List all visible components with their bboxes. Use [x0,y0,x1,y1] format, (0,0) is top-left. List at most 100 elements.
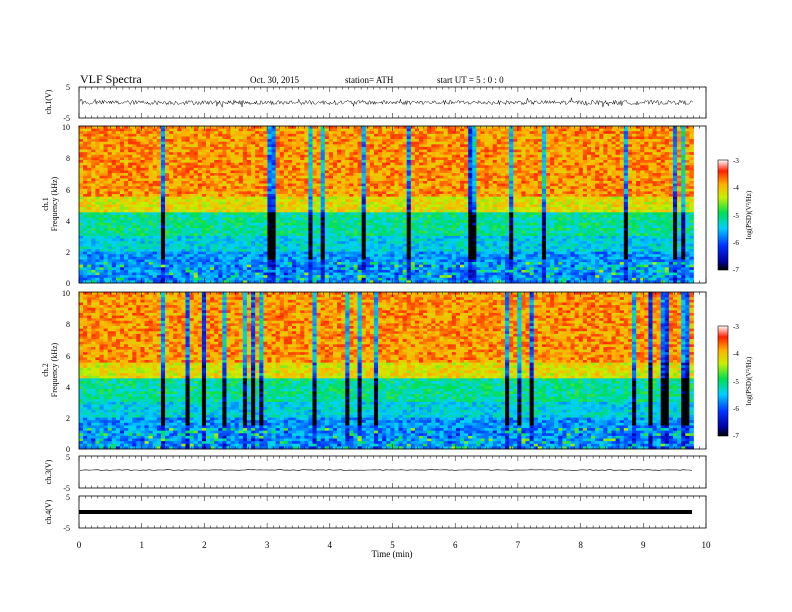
spectrogram-cell [255,191,260,194]
spectrogram-cell [575,155,580,158]
spectrogram-cell [206,207,211,210]
spectrogram-cell [198,139,203,142]
spectrogram-cell [562,168,567,171]
spectrogram-cell [341,207,346,210]
spectrogram-cell [374,160,379,163]
spectrogram-cell [276,147,281,150]
spectrogram-cell [95,150,100,153]
spectrogram-cell [173,186,178,189]
spectrogram-cell [595,126,600,129]
spectrogram-cell [292,194,297,197]
spectrogram-cell [329,160,334,163]
spectrogram-cell [632,186,637,189]
spectrogram-cell [345,152,350,155]
spectrogram-cell [173,144,178,147]
spectrogram-cell [653,129,658,132]
spectrogram-cell [636,129,641,132]
spectrogram-cell [435,165,440,168]
spectrogram-cell [83,150,88,153]
spectrogram-cell [603,186,608,189]
spectrogram-cell [79,181,84,184]
spectrogram-cell [292,207,297,210]
spectrogram-cell [411,129,416,132]
spectrogram-cell [513,178,518,181]
spectrogram-cell [439,129,444,132]
spectrogram-cell [210,155,215,158]
spectrogram-cell [87,165,92,168]
spectrogram-cell [624,184,629,187]
spectrogram-cell [435,139,440,142]
spectrogram-cell [566,142,571,145]
spectrogram-cell [526,205,531,208]
spectrogram-cell [415,163,420,166]
spectrogram-cell [423,155,428,158]
spectrogram-cell [620,165,625,168]
spectrogram-cell [452,184,457,187]
spectrogram-cell [251,181,256,184]
spectrogram-cell [239,189,244,192]
spectrogram-cell [333,155,338,158]
spectrogram-cell [263,163,268,166]
spectrogram-cell [259,160,264,163]
spectrogram-cell [104,165,109,168]
spectrogram-cell [378,207,383,210]
spectrogram-cell [464,186,469,189]
spectrogram-cell [308,144,313,147]
spectrogram-cell [169,142,174,145]
spectrogram-cell [255,142,260,145]
spectrogram-cell [399,147,404,150]
spectrogram-cell [612,134,617,137]
spectrogram-cell [407,189,412,192]
spectrogram-cell [296,142,301,145]
spectrogram-cell [202,150,207,153]
spectrogram-cell [255,197,260,200]
spectrogram-cell [157,176,162,179]
spectrogram-cell [403,160,408,163]
spectrogram-cell [640,173,645,176]
spectrogram-cell [431,186,436,189]
spectrogram-cell [263,189,268,192]
spectrogram-cell [149,147,154,150]
spectrogram-cell [427,168,432,171]
spectrogram-cell [493,168,498,171]
spectrogram-cell [79,131,84,134]
spectrogram-cell [415,126,420,129]
spectrogram-cell [677,129,682,132]
spectrogram-cell [468,134,473,137]
spectrogram-cell [554,129,559,132]
spectrogram-cell [222,131,227,134]
spectrogram-cell [599,160,604,163]
spectrogram-cell [362,199,367,202]
spectrogram-cell [206,165,211,168]
spectrogram-cell [628,163,633,166]
spectrogram-cell [181,184,186,187]
spectrogram-cell [419,163,424,166]
spectrogram-cell [685,131,690,134]
spectrogram-cell [181,189,186,192]
spectrogram-cell [210,131,215,134]
spectrogram-cell [628,173,633,176]
spectrogram-cell [345,131,350,134]
spectrogram-cell [493,136,498,139]
spectrogram-cell [620,191,625,194]
spectrogram-cell [628,189,633,192]
spectrogram-cell [349,176,354,179]
spectrogram-cell [177,176,182,179]
spectrogram-cell [222,157,227,160]
spectrogram-cell [370,134,375,137]
spectrogram-cell [382,139,387,142]
spectrogram-cell [226,165,231,168]
spectrogram-cell [210,142,215,145]
spectrogram-cell [599,136,604,139]
spectrogram-cell [353,184,358,187]
spectrogram-cell [472,144,477,147]
spectrogram-cell [104,150,109,153]
spectrogram-cell [472,129,477,132]
spectrogram-cell [312,129,317,132]
spectrogram-cell [439,147,444,150]
spectrogram-cell [329,186,334,189]
spectrogram-cell [186,134,191,137]
spectrogram-cell [366,152,371,155]
spectrogram-cell [587,157,592,160]
spectrogram-cell [79,176,84,179]
